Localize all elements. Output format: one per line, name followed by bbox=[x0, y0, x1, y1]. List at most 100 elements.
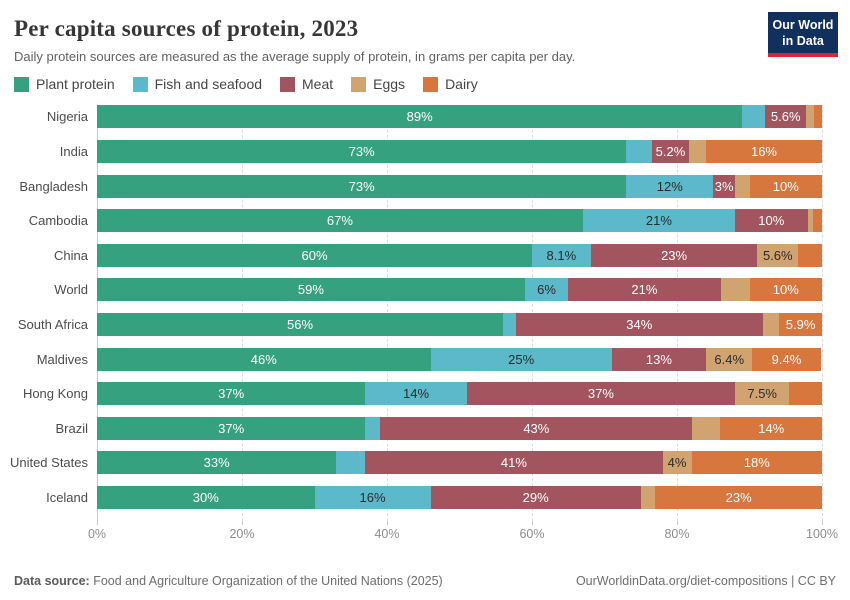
bar-track: 73% 12% 3% 10% bbox=[97, 174, 822, 198]
bar-segment-fish-and-seafood[interactable]: 8.1% bbox=[532, 243, 591, 267]
legend-item[interactable]: Meat bbox=[280, 76, 333, 92]
country-label: Bangladesh bbox=[19, 178, 88, 194]
bar-segment-eggs[interactable] bbox=[807, 209, 813, 233]
bar-segment-meat[interactable]: 3% bbox=[713, 174, 735, 198]
owid-logo-line2: in Data bbox=[782, 33, 824, 48]
bar-segment-eggs[interactable] bbox=[689, 140, 706, 164]
bar-track: 67% 21% 10% bbox=[97, 209, 822, 233]
bar-segment-meat[interactable]: 23% bbox=[590, 243, 758, 267]
bar-segment-eggs[interactable]: 7.5% bbox=[735, 382, 790, 406]
bar-segment-dairy[interactable] bbox=[814, 105, 822, 129]
bar-segment-fish-and-seafood[interactable] bbox=[503, 313, 517, 336]
bar-segment-fish-and-seafood[interactable]: 12% bbox=[626, 174, 714, 198]
bar-segment-plant-protein[interactable]: 73% bbox=[97, 174, 627, 198]
axis-tick-label: 80% bbox=[664, 526, 690, 541]
bar-segment-dairy[interactable]: 9.4% bbox=[752, 347, 821, 371]
bar-segment-eggs[interactable]: 6.4% bbox=[706, 347, 753, 371]
segment-value-label: 9.4% bbox=[771, 351, 802, 367]
segment-value-label: 10% bbox=[772, 178, 799, 194]
bar-segment-meat[interactable]: 13% bbox=[611, 347, 706, 371]
bar-segment-fish-and-seafood[interactable]: 14% bbox=[365, 382, 467, 406]
segment-value-label: 10% bbox=[772, 282, 799, 298]
segment-value-label: 14% bbox=[402, 386, 430, 402]
country-label: China bbox=[54, 247, 88, 263]
segment-value-label: 16% bbox=[750, 144, 777, 160]
bar-segment-eggs[interactable] bbox=[806, 105, 814, 129]
bar-segment-eggs[interactable]: 4% bbox=[662, 451, 692, 475]
segment-value-label: 29% bbox=[522, 489, 549, 505]
bar-segment-fish-and-seafood[interactable]: 6% bbox=[524, 278, 569, 302]
segment-value-label: 6.4% bbox=[714, 351, 745, 367]
country-label: Cambodia bbox=[28, 213, 88, 229]
segment-value-label: 5.6% bbox=[770, 109, 801, 125]
segment-value-label: 73% bbox=[348, 178, 375, 194]
bar-segment-dairy[interactable]: 16% bbox=[705, 140, 822, 164]
bar-segment-fish-and-seafood[interactable]: 16% bbox=[314, 485, 431, 509]
chart-row: United States 33% 41% 4% 18% bbox=[10, 451, 822, 475]
bar-segment-meat[interactable]: 21% bbox=[568, 278, 721, 302]
owid-logo[interactable]: Our World in Data bbox=[768, 12, 838, 58]
bar-segment-fish-and-seafood[interactable] bbox=[626, 140, 652, 164]
bar-segment-fish-and-seafood[interactable]: 21% bbox=[582, 209, 735, 233]
country-label: South Africa bbox=[17, 317, 88, 332]
bar-segment-plant-protein[interactable]: 73% bbox=[97, 140, 627, 164]
bar-segment-meat[interactable]: 37% bbox=[466, 382, 735, 406]
bar-segment-plant-protein[interactable]: 60% bbox=[97, 243, 532, 267]
legend-swatch-icon bbox=[132, 76, 148, 92]
bar-segment-meat[interactable]: 10% bbox=[735, 209, 808, 233]
chart-row: China 60% 8.1% 23% 5.6% bbox=[54, 243, 822, 267]
bar-segment-meat[interactable]: 5.2% bbox=[651, 140, 690, 164]
country-label: Brazil bbox=[55, 420, 88, 436]
bar-segment-meat[interactable]: 5.6% bbox=[765, 105, 807, 129]
segment-value-label: 67% bbox=[326, 213, 353, 229]
segment-value-label: 5.6% bbox=[762, 247, 793, 263]
bar-segment-plant-protein[interactable]: 37% bbox=[97, 382, 366, 406]
bar-segment-dairy[interactable]: 14% bbox=[720, 416, 822, 440]
legend-item[interactable]: Dairy bbox=[423, 76, 478, 92]
bar-segment-meat[interactable]: 29% bbox=[430, 485, 641, 509]
bar-segment-meat[interactable]: 41% bbox=[365, 451, 663, 475]
data-source-label: Data source: bbox=[14, 574, 90, 588]
segment-value-label: 8.1% bbox=[546, 247, 577, 263]
bar-segment-plant-protein[interactable]: 67% bbox=[97, 209, 583, 233]
bar-segment-eggs[interactable] bbox=[640, 485, 656, 509]
bar-segment-plant-protein[interactable]: 33% bbox=[97, 451, 337, 475]
bar-segment-dairy[interactable]: 10% bbox=[749, 174, 822, 198]
country-label: Maldives bbox=[36, 351, 88, 367]
bar-segment-fish-and-seafood[interactable]: 25% bbox=[430, 347, 612, 371]
bar-segment-eggs[interactable] bbox=[762, 313, 780, 336]
bar-segment-plant-protein[interactable]: 30% bbox=[97, 485, 315, 509]
legend-item[interactable]: Eggs bbox=[351, 76, 405, 92]
bar-track: 60% 8.1% 23% 5.6% bbox=[97, 243, 822, 267]
bar-segment-dairy[interactable]: 18% bbox=[691, 451, 822, 475]
bar-segment-eggs[interactable] bbox=[720, 278, 750, 302]
chart-subtitle: Daily protein sources are measured as th… bbox=[14, 49, 576, 65]
footer-link[interactable]: OurWorldinData.org/diet-compositions | C… bbox=[575, 574, 836, 588]
bar-segment-plant-protein[interactable]: 56% bbox=[97, 313, 503, 336]
bar-segment-meat[interactable]: 43% bbox=[380, 416, 693, 440]
bar-segment-dairy[interactable]: 5.9% bbox=[779, 313, 822, 336]
bar-segment-eggs[interactable] bbox=[735, 174, 750, 198]
bar-segment-plant-protein[interactable]: 46% bbox=[97, 347, 431, 371]
legend-item[interactable]: Plant protein bbox=[14, 76, 115, 92]
legend-item[interactable]: Fish and seafood bbox=[132, 76, 262, 92]
bar-segment-eggs[interactable] bbox=[692, 416, 721, 440]
bar-segment-dairy[interactable]: 23% bbox=[655, 485, 822, 509]
bar-segment-dairy[interactable] bbox=[812, 209, 822, 233]
bar-segment-dairy[interactable]: 10% bbox=[749, 278, 822, 302]
bar-segment-dairy[interactable] bbox=[798, 243, 822, 267]
bar-segment-plant-protein[interactable]: 89% bbox=[97, 105, 743, 129]
segment-value-label: 30% bbox=[192, 489, 219, 505]
bar-segment-fish-and-seafood[interactable] bbox=[742, 105, 766, 129]
bar-segment-eggs[interactable]: 5.6% bbox=[757, 243, 799, 267]
bar-track: 89% 5.6% bbox=[97, 105, 822, 129]
segment-value-label: 4% bbox=[667, 455, 687, 471]
bar-segment-plant-protein[interactable]: 37% bbox=[97, 416, 366, 440]
bar-segment-dairy[interactable] bbox=[789, 382, 822, 406]
bar-segment-meat[interactable]: 34% bbox=[516, 313, 763, 336]
bar-segment-plant-protein[interactable]: 59% bbox=[97, 278, 525, 302]
bar-segment-fish-and-seafood[interactable] bbox=[365, 416, 381, 440]
axis-tick-label: 100% bbox=[806, 526, 838, 541]
bar-segment-fish-and-seafood[interactable] bbox=[336, 451, 366, 475]
